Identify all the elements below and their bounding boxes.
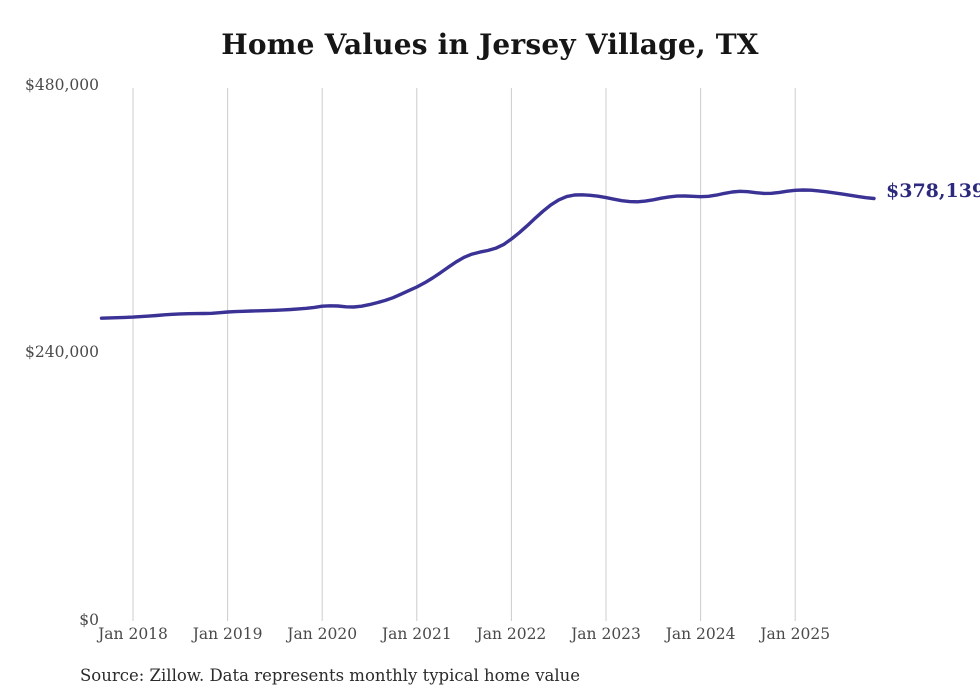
y-axis-tick-240000: $240,000 — [25, 343, 99, 361]
source-note: Source: Zillow. Data represents monthly … — [80, 666, 581, 685]
x-axis-tick-label: Jan 2018 — [98, 625, 168, 643]
x-axis-tick-label: Jan 2025 — [760, 625, 831, 643]
home-value-line — [99, 188, 876, 320]
y-axis-tick-480000: $480,000 — [25, 76, 99, 94]
y-axis-tick-0: $0 — [79, 611, 99, 629]
x-axis-tick-label: Jan 2023 — [571, 625, 641, 643]
x-axis-tick-label: Jan 2019 — [192, 625, 263, 643]
x-axis-tick-label: Jan 2021 — [381, 625, 452, 643]
x-axis-tick-label: Jan 2024 — [665, 625, 736, 643]
gridlines — [132, 88, 796, 621]
x-axis-tick-label: Jan 2020 — [287, 625, 358, 643]
chart-title: Home Values in Jersey Village, TX — [221, 28, 759, 61]
latest-value-label: $378,139 — [886, 180, 980, 202]
x-axis-tick-label: Jan 2022 — [476, 625, 547, 643]
